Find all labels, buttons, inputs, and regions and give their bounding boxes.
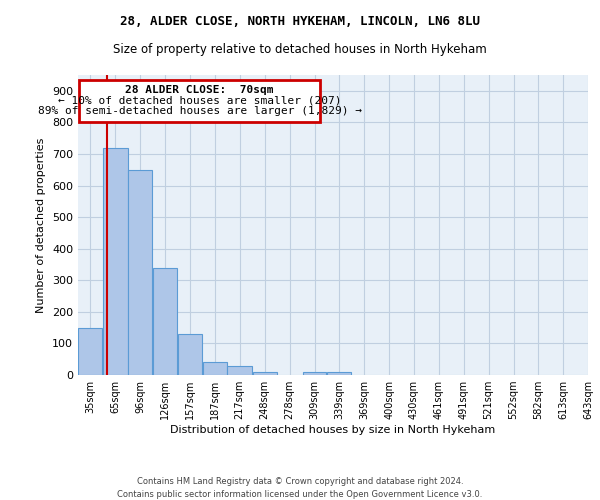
Text: 89% of semi-detached houses are larger (1,829) →: 89% of semi-detached houses are larger (… [38,106,362,116]
Bar [128,170,152,375]
X-axis label: Distribution of detached houses by size in North Hykeham: Distribution of detached houses by size … [170,425,496,435]
Bar [203,362,227,375]
Bar [303,372,326,375]
Bar [103,148,128,375]
FancyBboxPatch shape [79,80,320,122]
Bar [327,372,351,375]
Text: ← 10% of detached houses are smaller (207): ← 10% of detached houses are smaller (20… [58,96,341,106]
Bar [227,366,252,375]
Bar [178,334,202,375]
Text: 28, ALDER CLOSE, NORTH HYKEHAM, LINCOLN, LN6 8LU: 28, ALDER CLOSE, NORTH HYKEHAM, LINCOLN,… [120,15,480,28]
Text: Size of property relative to detached houses in North Hykeham: Size of property relative to detached ho… [113,42,487,56]
Bar [153,268,178,375]
Y-axis label: Number of detached properties: Number of detached properties [37,138,46,312]
Bar [253,372,277,375]
Text: Contains HM Land Registry data © Crown copyright and database right 2024.: Contains HM Land Registry data © Crown c… [137,478,463,486]
Bar [79,328,102,375]
Text: 28 ALDER CLOSE:  70sqm: 28 ALDER CLOSE: 70sqm [125,86,274,96]
Text: Contains public sector information licensed under the Open Government Licence v3: Contains public sector information licen… [118,490,482,499]
